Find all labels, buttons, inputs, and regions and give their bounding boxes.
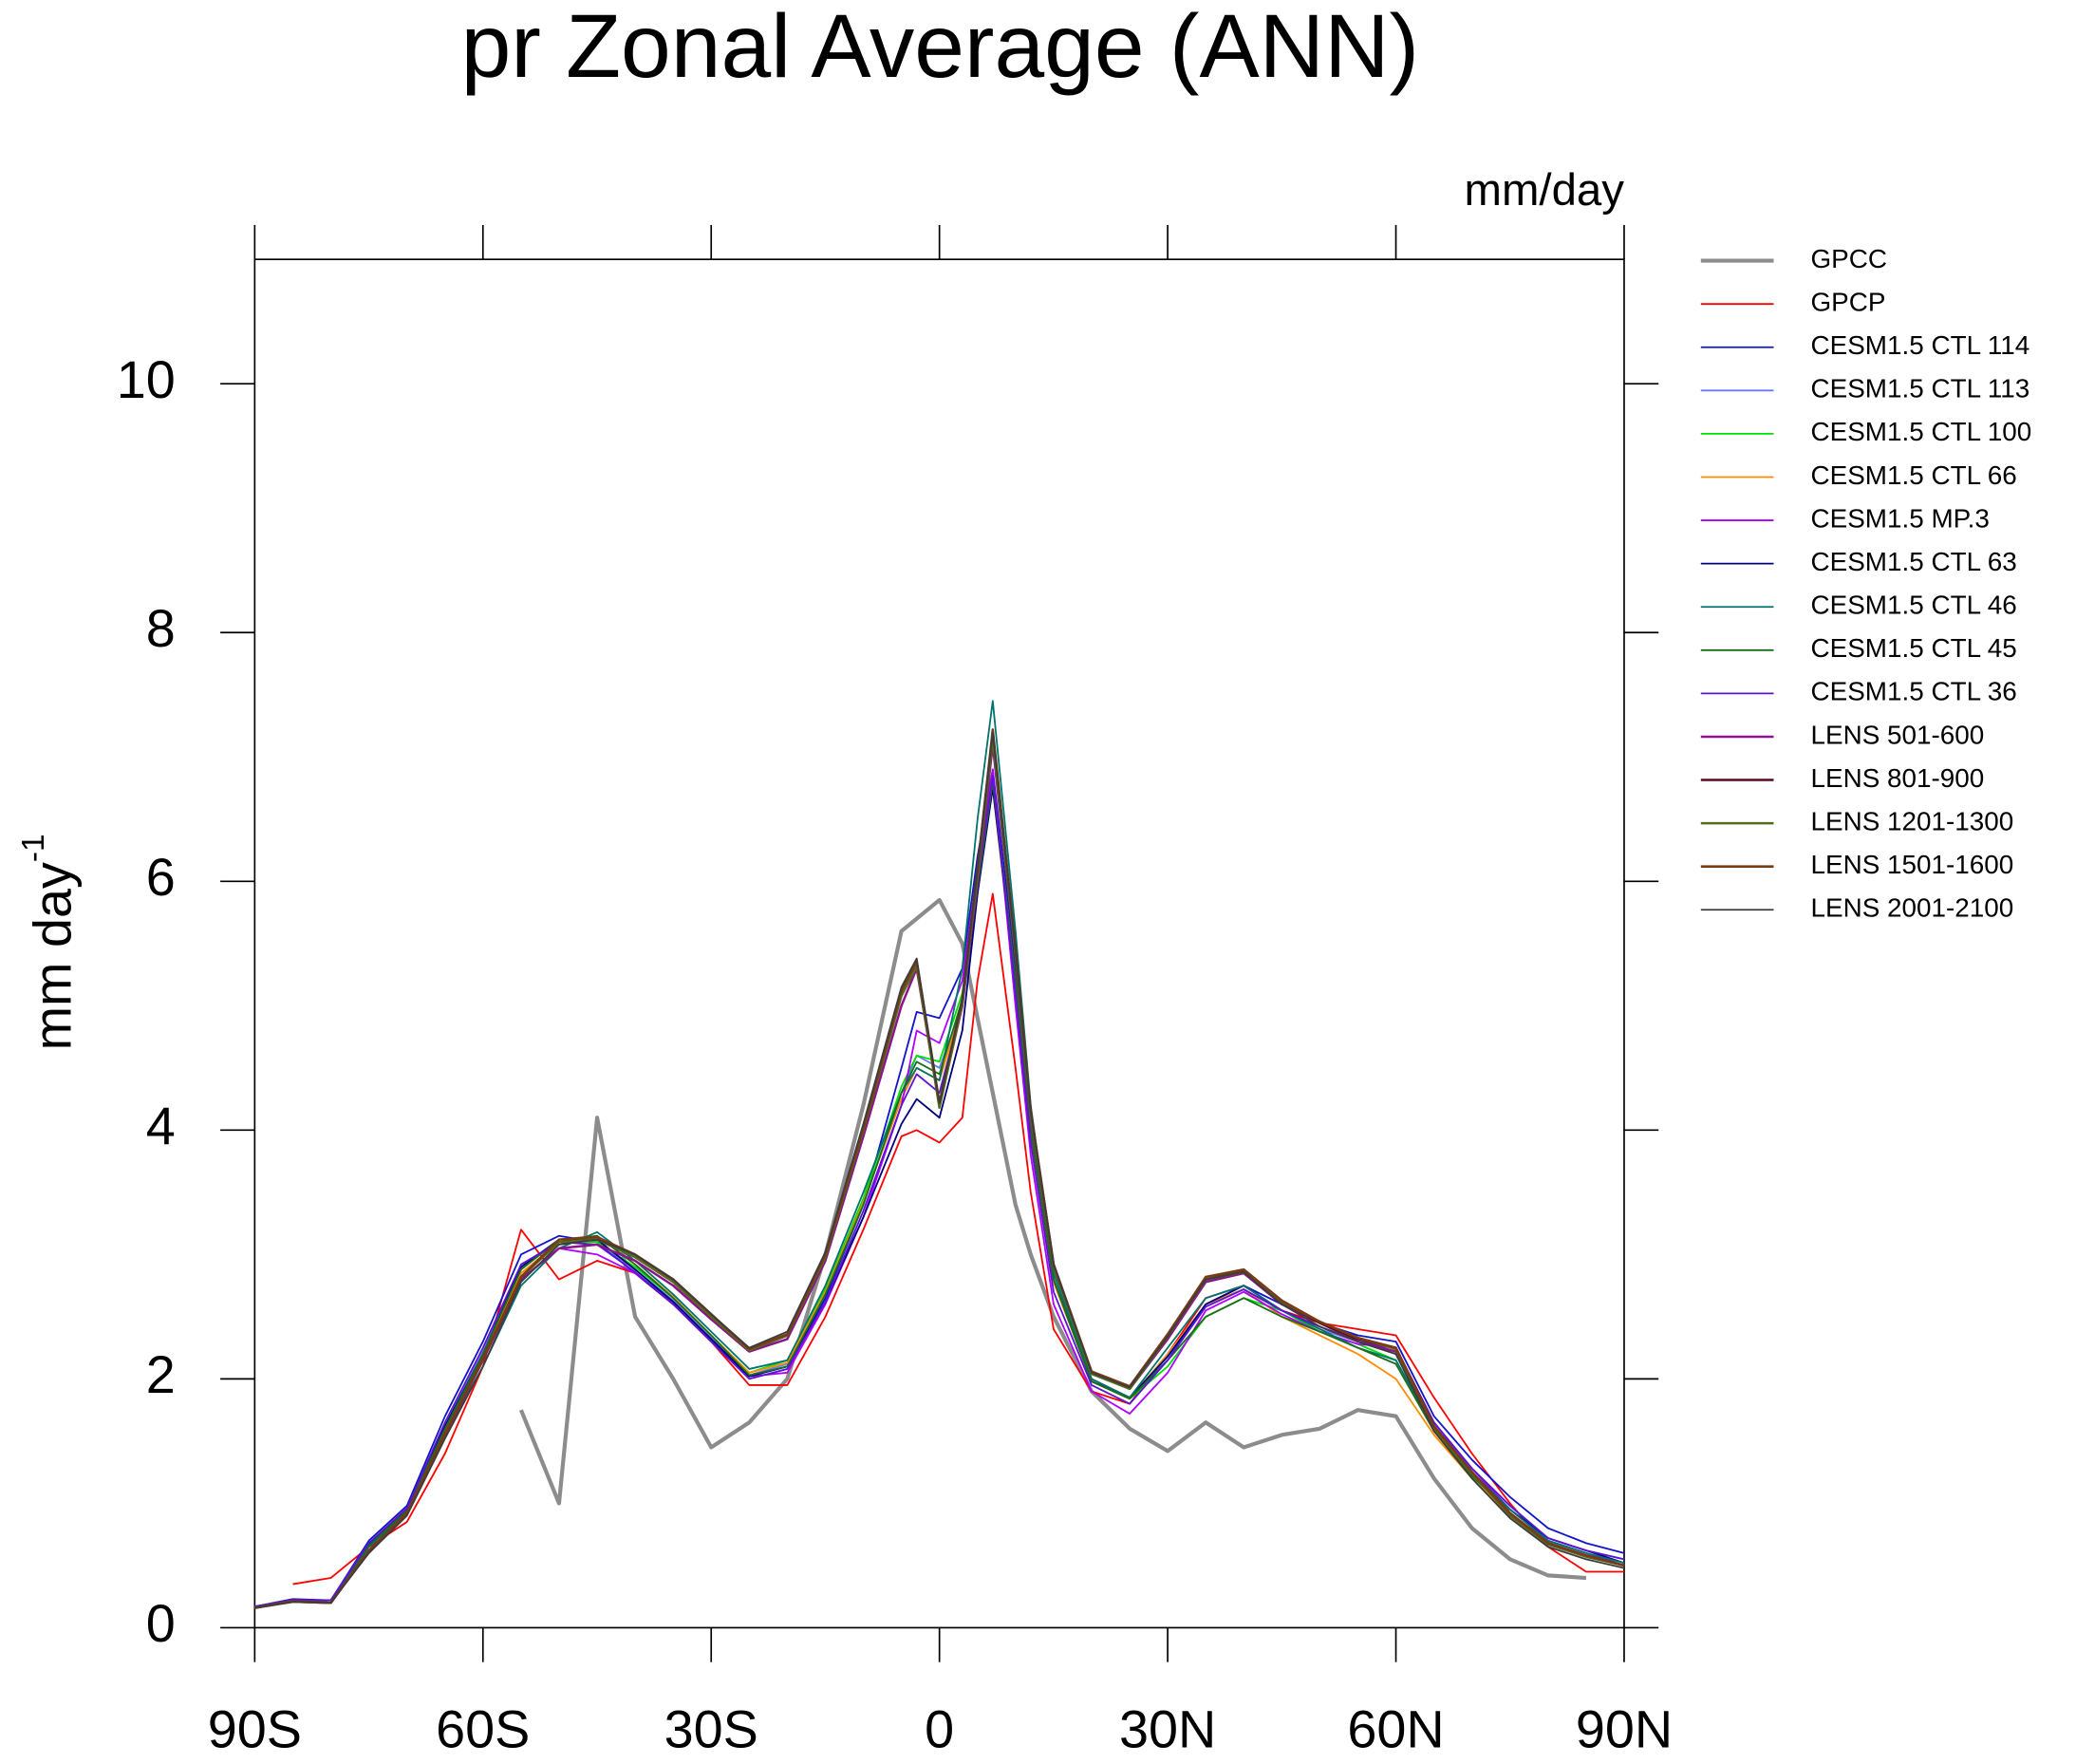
series-line <box>254 780 1625 1608</box>
series-line <box>254 742 1625 1609</box>
legend-label: LENS 801-900 <box>1811 763 1985 793</box>
series-line <box>254 780 1625 1608</box>
y-axis-label-text: mm day <box>23 862 82 1050</box>
legend-label: CESM1.5 CTL 63 <box>1811 547 2017 576</box>
legend-label: CESM1.5 CTL 114 <box>1811 330 2030 360</box>
y-tick-label: 0 <box>146 1594 176 1653</box>
y-axis-label: mm day-1 <box>16 834 82 1050</box>
series-line <box>254 768 1625 1608</box>
series-line <box>254 737 1625 1609</box>
series-line <box>254 700 1625 1608</box>
y-tick-label: 6 <box>146 848 176 907</box>
legend-label: LENS 1201-1300 <box>1811 806 2014 835</box>
legend-label: LENS 2001-2100 <box>1811 893 2014 923</box>
series-line <box>518 897 1587 1581</box>
series-line <box>292 892 1624 1586</box>
y-axis-label-sup: -1 <box>16 834 51 862</box>
x-tick-label: 90S <box>208 1700 302 1759</box>
series-line <box>254 780 1625 1608</box>
y-tick-label: 4 <box>146 1097 176 1155</box>
legend-label: CESM1.5 CTL 46 <box>1811 591 2017 620</box>
x-tick-label: 30N <box>1119 1700 1216 1759</box>
legend-label: CESM1.5 MP.3 <box>1811 503 1990 533</box>
series-line <box>254 728 1625 1609</box>
series-line <box>254 731 1625 1609</box>
series-line <box>254 768 1625 1608</box>
plot-frame <box>253 258 1625 1629</box>
legend-label: GPCC <box>1811 244 1888 273</box>
series-line <box>254 787 1625 1608</box>
x-tick-label: 60S <box>436 1700 530 1759</box>
y-tick-label: 10 <box>117 350 176 409</box>
x-tick-label: 90N <box>1576 1700 1673 1759</box>
units-label: mm/day <box>1464 165 1624 216</box>
legend-label: CESM1.5 CTL 113 <box>1811 374 2030 403</box>
series-line <box>254 730 1625 1609</box>
y-tick-label: 8 <box>146 599 176 658</box>
y-tick-label: 2 <box>146 1345 176 1404</box>
series-line <box>254 787 1625 1608</box>
x-tick-label: 60N <box>1347 1700 1444 1759</box>
legend-label: LENS 1501-1600 <box>1811 850 2014 879</box>
chart-title: pr Zonal Average (ANN) <box>461 0 1420 97</box>
legend-label: CESM1.5 CTL 36 <box>1811 677 2017 706</box>
legend-label: GPCP <box>1811 288 1886 317</box>
legend-label: CESM1.5 CTL 100 <box>1811 417 2032 446</box>
legend-label: CESM1.5 CTL 45 <box>1811 633 2017 663</box>
x-tick-label: 30S <box>664 1700 758 1759</box>
x-tick-label: 0 <box>925 1700 954 1759</box>
legend-label: LENS 501-600 <box>1811 720 1985 749</box>
legend-label: CESM1.5 CTL 66 <box>1811 460 2017 490</box>
